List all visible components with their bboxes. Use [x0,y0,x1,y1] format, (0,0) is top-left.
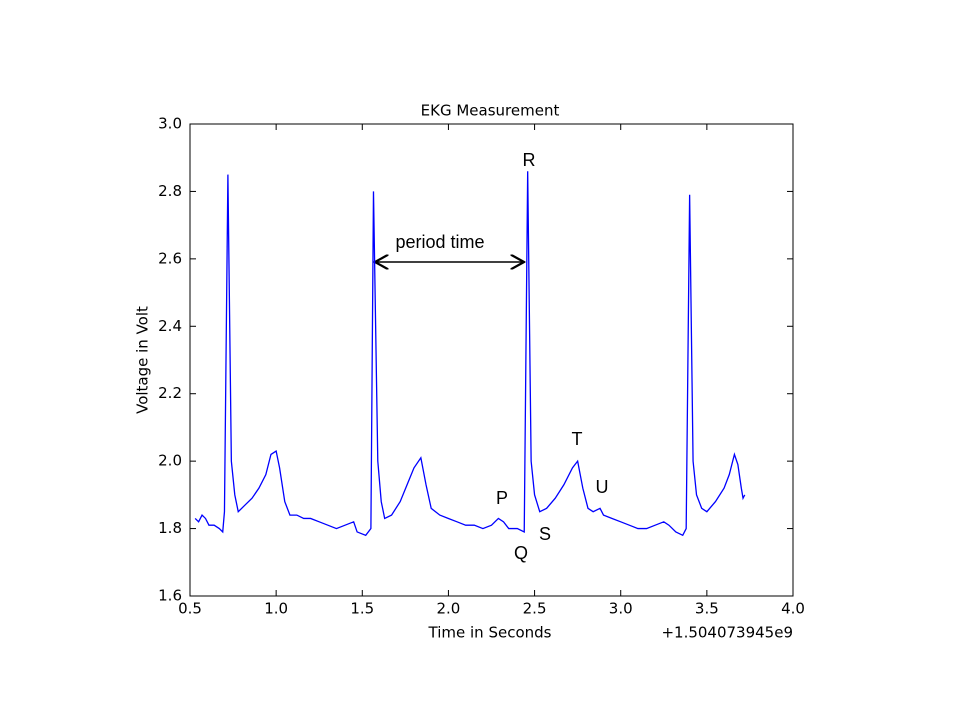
annotation: S [539,524,551,544]
x-tick-label: 2.5 [523,600,547,618]
x-tick-label: 0.5 [178,600,202,618]
annotation: T [572,429,583,449]
y-tick-label: 1.6 [158,587,182,605]
y-tick-label: 2.4 [158,317,182,335]
x-tick-label: 1.0 [264,600,288,618]
annotation: P [496,488,508,508]
x-tick-label: 3.0 [609,600,633,618]
y-tick-label: 2.0 [158,452,182,470]
chart-title: EKG Measurement [421,102,560,120]
annotation: period time [395,232,484,252]
x-tick-label: 3.5 [695,600,719,618]
x-tick-label: 2.0 [436,600,460,618]
y-axis-label: Voltage in Volt [134,306,152,414]
y-tick-label: 2.2 [158,384,182,402]
y-tick-label: 3.0 [158,115,182,133]
y-tick-label: 1.8 [158,519,182,537]
y-tick-label: 2.6 [158,249,182,267]
annotation: Q [514,543,528,563]
x-tick-label: 1.5 [350,600,374,618]
ekg-line [194,171,746,537]
plot-frame [189,123,794,597]
annotation: R [523,150,536,170]
y-tick-label: 2.8 [158,182,182,200]
x-axis-label: Time in Seconds [428,624,552,642]
x-offset-text: +1.504073945e9 [661,624,793,642]
x-tick-label: 4.0 [781,600,805,618]
annotation: U [596,477,609,497]
